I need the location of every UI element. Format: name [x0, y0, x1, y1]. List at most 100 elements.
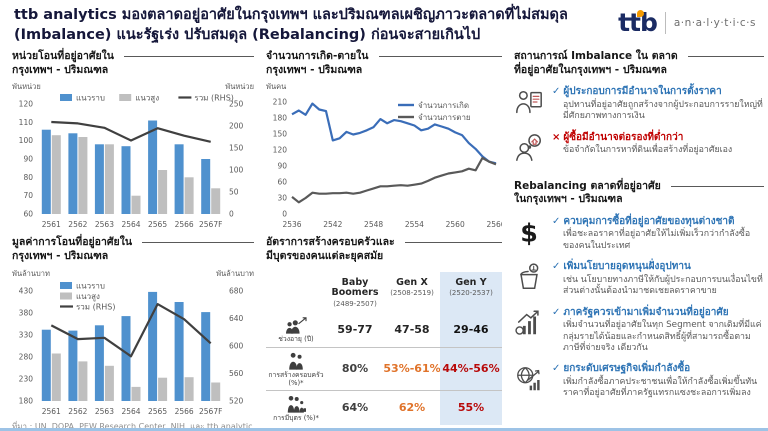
table-title-text: อัตราการสร้างครอบครัวและ	[266, 236, 395, 249]
ttb-logo-text: ttb	[618, 10, 658, 35]
svg-text:จำนวนการตาย: จำนวนการตาย	[418, 113, 471, 122]
table-cell: 29-46	[440, 312, 502, 348]
middle-column: จำนวนการเกิด-ตายใน กรุงเทพฯ - ปริมณฑล พั…	[266, 50, 506, 426]
panel-item-title: ยกระดับเศรษฐกิจเพิ่มกำลังซื้อ	[563, 363, 691, 375]
right-section-title-1: สถานการณ์ Imbalance ใน ตลาด ที่อยู่อาศัยใ…	[514, 50, 764, 77]
transfer-value-chart: พันล้านบาท พันล้านบาท 180 230 280 330 380 430 52…	[12, 267, 254, 417]
generation-table-mount: Baby Boomers (2489-2507) Gen X (2508-2519) G…	[266, 271, 502, 426]
svg-text:380: 380	[19, 308, 34, 317]
svg-text:พันล้านบาท: พันล้านบาท	[216, 269, 254, 278]
developer-document-icon	[514, 86, 544, 122]
svg-text:80: 80	[23, 173, 33, 182]
dollar-icon: $	[514, 216, 544, 252]
svg-text:2561: 2561	[42, 220, 61, 229]
svg-text:รวม (RHS): รวม (RHS)	[76, 302, 116, 311]
subsidy-bucket-icon	[514, 261, 544, 297]
column-header-gen-x: Gen X (2508-2519)	[390, 276, 434, 298]
chart-title-text: กรุงเทพฯ - ปริมณฑล	[12, 63, 109, 76]
svg-text:110: 110	[19, 118, 34, 127]
svg-text:พันล้านบาท: พันล้านบาท	[12, 269, 50, 278]
svg-text:2566: 2566	[486, 220, 502, 229]
panel-item-desc: เพื่อชะลอราคาที่อยู่อาศัยให้ไม่เพิ่มเร็ว…	[563, 229, 751, 251]
panel-item-desc: อุปทานที่อยู่อาศัยถูกสร้างจากผู้ประกอบกา…	[563, 99, 763, 122]
panel-item-title: ควบคุมการซื้อที่อยู่อาศัยของทุนต่างชาติ	[563, 215, 735, 227]
svg-text:70: 70	[23, 191, 33, 200]
right-section-title-2: Rebalancing ตลาดที่อยู่อาศัย ในกรุงเทพฯ -…	[514, 180, 764, 207]
left-column: หน่วยโอนที่อยู่อาศัยใน กรุงเทพฯ - ปริมณฑ…	[12, 50, 254, 431]
svg-text:แนวราบ: แนวราบ	[76, 94, 105, 103]
svg-text:2548: 2548	[364, 220, 383, 229]
panel-item-desc: เพิ่มจำนวนที่อยู่อาศัยในทุก Segment จากเ…	[563, 320, 762, 353]
chart-title-text: มูลค่าการโอนที่อยู่อาศัยใน	[12, 236, 132, 249]
check-mark: ✓	[552, 306, 561, 318]
chart-title-transfer-units: หน่วยโอนที่อยู่อาศัยใน กรุงเทพฯ - ปริมณฑ…	[12, 50, 254, 77]
svg-text:2564: 2564	[121, 220, 140, 229]
table-cell: 80%	[326, 348, 384, 391]
svg-text:แนวสูง: แนวสูง	[135, 94, 159, 104]
transfer-units-chart: พันหน่วย พันหน่วย 60 70 80 90 100 110 120 0 50 100 1…	[12, 82, 254, 229]
svg-text:2561: 2561	[42, 407, 61, 416]
svg-text:90: 90	[23, 155, 33, 164]
svg-text:430: 430	[19, 286, 34, 295]
svg-text:520: 520	[229, 396, 244, 405]
title-underline	[142, 241, 254, 244]
analytics-logo-text: a·n·a·l·y·t·i·c·s	[673, 16, 756, 29]
check-mark: ✓	[552, 261, 561, 273]
panel-item: ✓ เพิ่มนโยบายอุดหนุนฝั่งอุปทาน เช่น นโยบาย…	[514, 261, 764, 297]
title-line-1: ttb analytics มองตลาดอยู่อาศัยในกรุงเทพฯ…	[14, 7, 568, 23]
svg-text:2566: 2566	[175, 407, 194, 416]
svg-text:2563: 2563	[95, 407, 114, 416]
panel-item: × ผู้ซื้อมีอำนาจต่อรองที่ต่ำกว่า ข้อจำกัดใ…	[514, 132, 764, 167]
title-underline	[687, 55, 764, 57]
svg-text:50: 50	[229, 188, 239, 197]
housing-supply-chart-icon	[514, 307, 544, 355]
panel-item-title: ภาครัฐควรเข้ามาเพิ่มจำนวนที่อยู่อาศัย	[563, 306, 729, 318]
panel-item: ✓ ภาครัฐควรเข้ามาเพิ่มจำนวนที่อยู่อาศัยเพ…	[514, 307, 764, 355]
generation-table: Baby Boomers (2489-2507) Gen X (2508-2519) G…	[266, 271, 502, 426]
chart-title-transfer-value: มูลค่าการโอนที่อยู่อาศัยใน กรุงเทพฯ - ปร…	[12, 236, 254, 263]
svg-text:2562: 2562	[68, 407, 87, 416]
svg-text:2563: 2563	[95, 220, 114, 229]
buyer-thought-icon	[514, 132, 544, 167]
check-mark: ✓	[552, 86, 561, 98]
title-underline	[404, 241, 502, 244]
svg-text:พันคน: พันคน	[266, 82, 286, 91]
svg-text:330: 330	[19, 330, 34, 339]
check-mark: ✓	[552, 215, 561, 227]
births-deaths-chart: พันคน 0 30 60 90 120 150 180 210 2536 2542 2548 2554…	[266, 80, 506, 230]
svg-text:แนวสูง: แนวสูง	[76, 292, 100, 302]
panel-item-title: เพิ่มนโยบายอุดหนุนฝั่งอุปทาน	[563, 261, 691, 273]
table-title: อัตราการสร้างครอบครัวและ มีบุตรของคนแต่ล…	[266, 236, 502, 263]
svg-text:120: 120	[273, 146, 288, 155]
svg-text:180: 180	[19, 396, 34, 405]
table-cell: 47-58	[384, 312, 440, 348]
family-formation-icon: การสร้างครอบครัว (%)*	[266, 348, 326, 391]
panel-item-desc: เพิ่มกำลังซื้อภาคประชาชนเพื่อให้กำลังซื้…	[563, 376, 758, 399]
chart-title-births-deaths: จำนวนการเกิด-ตายใน กรุงเทพฯ - ปริมณฑล	[266, 50, 502, 77]
title-underline	[670, 185, 764, 187]
svg-text:60: 60	[23, 210, 33, 219]
svg-text:200: 200	[229, 122, 244, 131]
svg-text:560: 560	[229, 369, 244, 378]
svg-text:$: $	[520, 218, 538, 247]
logo-divider	[664, 11, 666, 34]
svg-text:2562: 2562	[68, 220, 87, 229]
svg-text:จำนวนการเกิด: จำนวนการเกิด	[418, 101, 469, 110]
svg-text:230: 230	[19, 374, 34, 383]
chart-title-text: กรุงเทพฯ - ปริมณฑล	[266, 63, 363, 76]
chart-title-text: จำนวนการเกิด-ตายใน	[266, 50, 369, 62]
header: ttb analytics มองตลาดอยู่อาศัยในกรุงเทพฯ…	[0, 0, 768, 50]
ttb-analytics-logo: ttb a·n·a·l·y·t·i·c·s	[618, 10, 756, 35]
table-cell: 53%-61%	[383, 348, 441, 391]
svg-text:60: 60	[277, 178, 287, 187]
svg-text:180: 180	[273, 114, 288, 123]
table-cell: 64%	[341, 401, 369, 415]
source-note: ที่มา : UN, DOPA, PEW Research Center, N…	[12, 421, 253, 431]
svg-text:รวม (RHS): รวม (RHS)	[194, 94, 234, 103]
panel-item-title: ผู้ซื้อมีอำนาจต่อรองที่ต่ำกว่า	[563, 131, 684, 143]
title-underline	[378, 55, 502, 57]
svg-text:0: 0	[282, 210, 287, 219]
svg-text:600: 600	[229, 341, 244, 350]
svg-text:2536: 2536	[282, 220, 301, 229]
